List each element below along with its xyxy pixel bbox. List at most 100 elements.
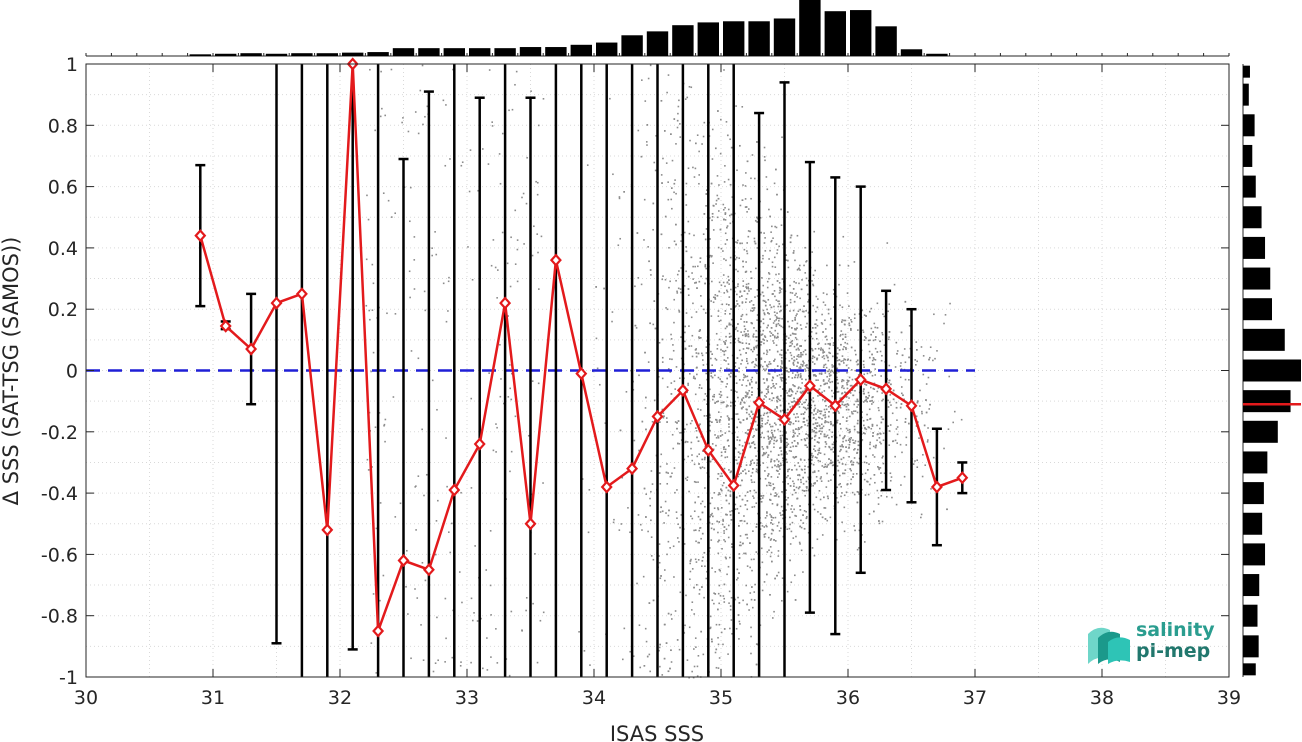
scatter-point (726, 404, 728, 407)
scatter-point (745, 206, 748, 208)
scatter-point (711, 219, 713, 222)
scatter-point (867, 343, 870, 346)
scatter-point (781, 366, 783, 369)
scatter-point (664, 623, 666, 626)
scatter-point (670, 133, 672, 135)
scatter-point (755, 381, 758, 384)
scatter-point (769, 411, 771, 414)
scatter-point (768, 273, 771, 275)
scatter-point (754, 420, 757, 423)
scatter-point (843, 530, 846, 533)
scatter-point (761, 497, 764, 499)
scatter-point (751, 310, 754, 312)
scatter-point (684, 331, 686, 334)
scatter-point (775, 273, 777, 276)
scatter-point (771, 225, 773, 228)
scatter-point (712, 229, 715, 231)
scatter-point (770, 450, 772, 453)
scatter-point (679, 123, 681, 125)
scatter-point (716, 216, 719, 219)
scatter-point (711, 458, 714, 461)
scatter-point (770, 231, 772, 233)
scatter-point (788, 449, 791, 452)
scatter-point (836, 357, 838, 359)
scatter-point (811, 361, 814, 363)
scatter-point (762, 329, 765, 332)
scatter-point (767, 430, 769, 433)
scatter-point (752, 530, 754, 532)
scatter-point (789, 516, 791, 519)
scatter-point (774, 295, 776, 298)
scatter-point (788, 417, 791, 420)
scatter-point (689, 578, 691, 581)
scatter-point (725, 335, 727, 338)
scatter-point (727, 445, 730, 447)
scatter-point (812, 400, 815, 403)
scatter-point (792, 434, 795, 437)
scatter-point (728, 332, 731, 335)
scatter-point (677, 105, 680, 108)
scatter-point (869, 447, 871, 450)
scatter-point (736, 357, 739, 359)
scatter-point (766, 445, 769, 448)
scatter-point (787, 320, 789, 323)
scatter-point (863, 366, 865, 369)
scatter-point (822, 380, 825, 382)
scatter-point (777, 571, 780, 574)
scatter-point (771, 265, 774, 268)
scatter-point (759, 522, 762, 524)
top-histogram-bar (291, 53, 313, 56)
scatter-point (511, 108, 514, 111)
scatter-point (697, 541, 700, 544)
scatter-point (815, 332, 818, 335)
scatter-point (850, 478, 853, 481)
scatter-point (841, 403, 844, 406)
scatter-point (877, 387, 880, 389)
scatter-point (588, 489, 591, 491)
top-histogram-bar (672, 25, 694, 56)
scatter-point (700, 467, 702, 470)
scatter-point (687, 288, 690, 290)
scatter-point (704, 265, 707, 268)
scatter-point (854, 369, 857, 372)
scatter-point (525, 609, 527, 612)
scatter-point (899, 443, 902, 446)
scatter-point (793, 457, 796, 459)
scatter-point (789, 423, 792, 426)
scatter-point (821, 356, 824, 358)
right-histogram-bar (1243, 144, 1253, 167)
scatter-point (919, 405, 921, 407)
scatter-point (738, 572, 740, 574)
scatter-point (702, 359, 704, 361)
scatter-point (717, 552, 720, 555)
scatter-point (807, 422, 810, 425)
scatter-point (772, 377, 775, 379)
scatter-point (500, 378, 502, 380)
scatter-point (858, 493, 860, 495)
scatter-point (724, 556, 727, 559)
scatter-point (798, 465, 801, 468)
scatter-point (715, 400, 718, 403)
scatter-point (367, 469, 370, 471)
scatter-point (864, 432, 866, 435)
scatter-point (698, 453, 701, 455)
scatter-point (871, 403, 873, 405)
scatter-point (805, 486, 808, 488)
scatter-point (729, 490, 732, 493)
scatter-point (730, 318, 733, 321)
scatter-point (703, 458, 706, 461)
scatter-point (679, 432, 681, 434)
scatter-point (712, 296, 715, 299)
scatter-point (794, 328, 797, 331)
scatter-point (677, 112, 679, 115)
scatter-point (658, 543, 661, 545)
scatter-point (762, 494, 765, 497)
scatter-point (701, 500, 704, 503)
scatter-point (822, 301, 825, 304)
scatter-point (747, 208, 750, 210)
scatter-point (812, 274, 815, 277)
scatter-point (761, 365, 764, 368)
scatter-point (851, 389, 854, 392)
scatter-point (811, 357, 814, 360)
scatter-point (826, 434, 829, 437)
